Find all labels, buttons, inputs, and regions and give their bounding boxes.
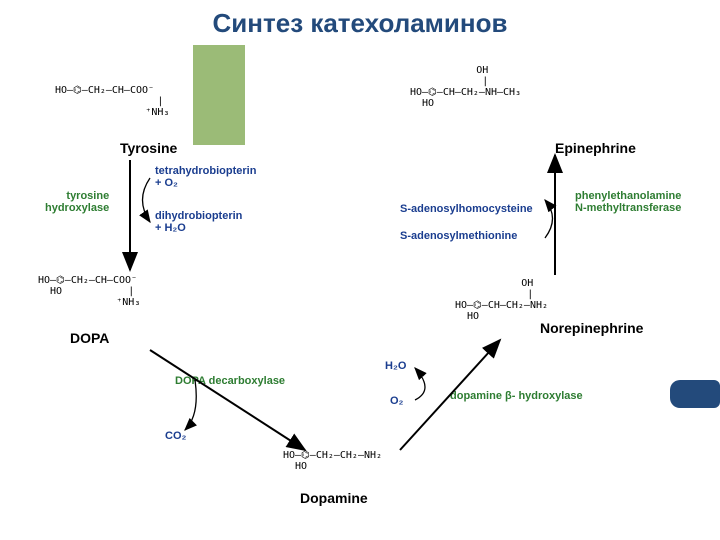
label-norepinephrine: Norepinephrine (540, 320, 643, 336)
structure-dopa: HO—⌬—CH₂—CH—COO⁻ HO | ⁺NH₃ (38, 275, 140, 308)
cofactor-co2: CO₂ (165, 430, 186, 442)
side-tab (670, 380, 720, 408)
cofactor-dhb: dihydrobiopterin + H₂O (155, 210, 242, 234)
cofactor-thb: tetrahydrobiopterin + O₂ (155, 165, 256, 189)
accent-block (193, 45, 245, 145)
label-epinephrine: Epinephrine (555, 140, 636, 156)
cofactor-sam: S-adenosylmethionine (400, 230, 517, 242)
structure-epinephrine: OH | HO—⌬—CH—CH₂—NH—CH₃ HO (410, 65, 521, 109)
enzyme-dopamine-hydroxylase: dopamine β- hydroxylase (450, 390, 583, 402)
enzyme-pnmt: phenylethanolamine N-methyltransferase (575, 190, 681, 214)
structure-tyrosine: HO—⌬—CH₂—CH—COO⁻ | ⁺NH₃ (55, 85, 169, 118)
enzyme-dopa-decarboxylase: DOPA decarboxylase (175, 375, 285, 387)
cofactor-o2: O₂ (390, 395, 403, 407)
page-title: Синтез катехоламинов (0, 8, 720, 39)
label-dopa: DOPA (70, 330, 109, 346)
label-dopamine: Dopamine (300, 490, 368, 506)
label-tyrosine: Tyrosine (120, 140, 177, 156)
cofactor-h2o: H₂O (385, 360, 406, 372)
structure-norepinephrine: OH | HO—⌬—CH—CH₂—NH₂ HO (455, 278, 548, 322)
enzyme-tyrosine-hydroxylase: tyrosine hydroxylase (45, 190, 109, 214)
cofactor-sah: S-adenosylhomocysteine (400, 203, 533, 215)
structure-dopamine: HO—⌬—CH₂—CH₂—NH₂ HO (283, 450, 382, 472)
